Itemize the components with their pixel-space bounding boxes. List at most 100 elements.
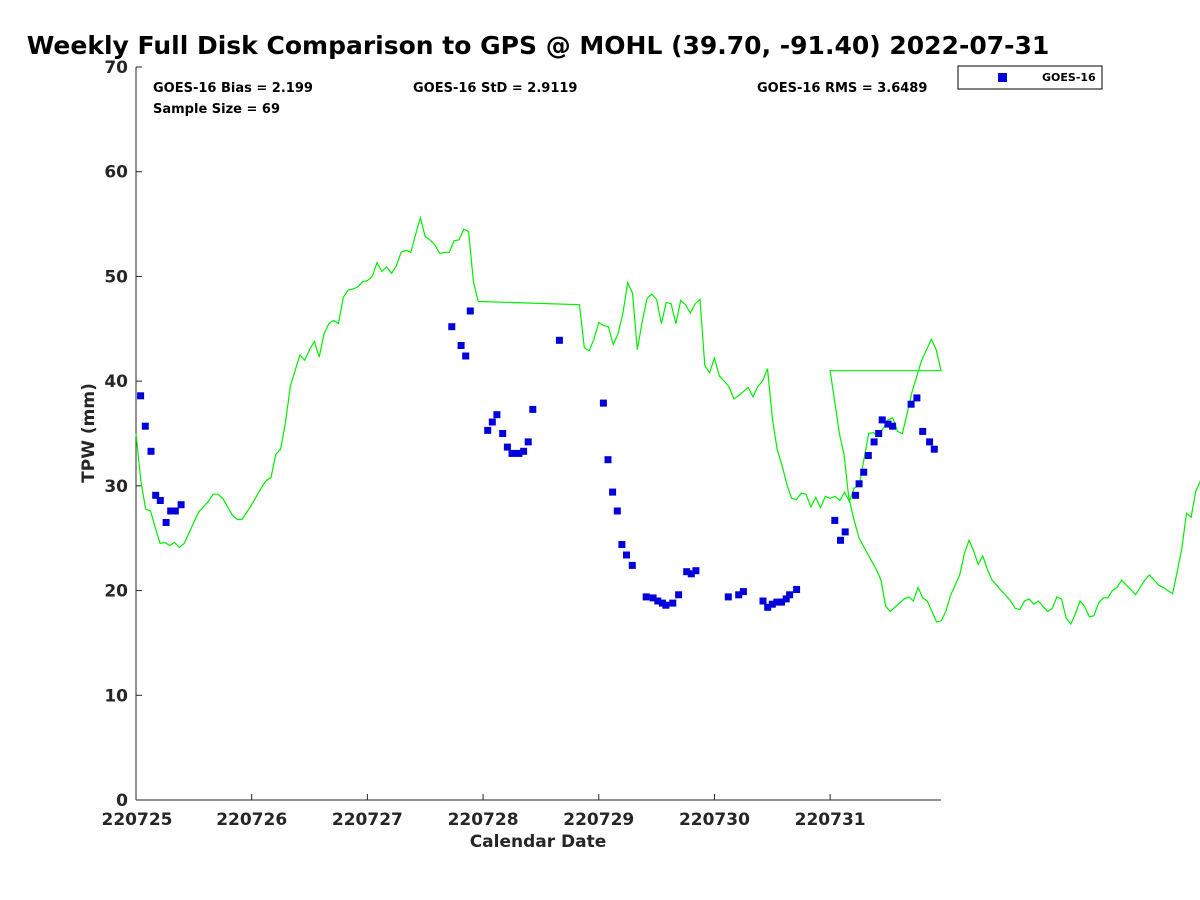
goes-16-point — [524, 438, 532, 446]
goes-16-point — [884, 420, 892, 428]
goes-16-point — [687, 570, 695, 578]
chart-title: Weekly Full Disk Comparison to GPS @ MOH… — [27, 31, 1050, 60]
goes-16-point — [724, 593, 732, 601]
goes-16-point — [529, 405, 537, 413]
goes-16-point — [773, 598, 781, 606]
goes-16-point — [864, 452, 872, 459]
goes-16-series — [137, 307, 938, 611]
goes-16-point — [162, 519, 170, 526]
x-ticks: 220725 220726 220727 220728 220729 220730 2207… — [102, 794, 866, 830]
x-tick-label: 220730 — [679, 810, 750, 830]
y-tick-label: 60 — [104, 163, 128, 183]
goes-16-point — [782, 595, 790, 603]
goes-16-point — [669, 599, 677, 607]
goes-16-point — [499, 430, 507, 437]
plot-area: 0 10 20 30 40 50 60 70 220725 220726 220727 220728… — [102, 58, 1200, 830]
goes-16-point — [147, 447, 155, 455]
goes-16-point — [167, 507, 175, 515]
goes-16-point — [786, 591, 794, 599]
rms-stat: GOES-16 RMS = 3.6489 — [757, 81, 927, 96]
goes-16-point — [156, 497, 164, 504]
goes-16-point — [599, 399, 607, 407]
legend-label-goes-16: GOES-16 — [1042, 71, 1096, 84]
goes-16-point — [609, 488, 617, 496]
x-tick-label: 220728 — [448, 810, 519, 830]
gps-line-series — [135, 215, 1200, 626]
goes-16-point — [870, 438, 878, 446]
goes-16-point — [457, 342, 465, 349]
bias-stat: GOES-16 Bias = 2.199 — [153, 81, 313, 96]
y-tick-label: 30 — [104, 477, 128, 497]
goes-16-point — [889, 422, 897, 430]
goes-16-point — [613, 507, 621, 515]
goes-16-point — [831, 516, 839, 524]
goes-16-point — [642, 593, 650, 601]
legend: GOES-16 — [957, 65, 1103, 90]
goes-16-point — [466, 307, 474, 315]
y-ticks: 0 10 20 30 40 50 60 70 — [104, 58, 142, 811]
goes-16-point — [604, 456, 612, 464]
goes-16-point — [508, 449, 516, 457]
goes-16-point — [649, 594, 657, 602]
goes-16-point — [448, 323, 456, 331]
goes-16-point — [623, 551, 630, 559]
goes-16-point — [735, 591, 743, 599]
goes-16-point — [654, 597, 662, 605]
goes-16-point — [919, 427, 927, 435]
goes-16-point — [675, 591, 683, 599]
goes-16-point — [926, 438, 934, 446]
goes-16-point — [778, 598, 785, 606]
std-stat: GOES-16 StD = 2.9119 — [413, 81, 577, 96]
y-tick-label: 50 — [104, 267, 128, 287]
goes-16-point — [860, 468, 868, 476]
goes-16-point — [171, 507, 179, 515]
goes-16-point — [913, 394, 921, 402]
goes-16-point — [152, 491, 160, 499]
x-tick-label: 220726 — [216, 810, 287, 830]
goes-16-point — [141, 422, 149, 430]
sample-size-stat: Sample Size = 69 — [153, 102, 280, 117]
goes-16-point — [555, 336, 563, 344]
y-tick-label: 70 — [104, 58, 128, 78]
goes-16-point — [692, 567, 700, 575]
goes-16-point — [628, 561, 636, 569]
goes-16-point — [488, 418, 496, 426]
y-tick-label: 40 — [104, 372, 128, 392]
goes-16-point — [759, 597, 767, 605]
legend-box — [957, 65, 1103, 90]
goes-16-point — [878, 416, 886, 424]
goes-16-point — [520, 447, 528, 455]
x-tick-label: 220727 — [332, 810, 403, 830]
goes-16-point — [739, 588, 747, 596]
goes-16-point — [137, 392, 145, 400]
legend-marker-goes-16 — [998, 73, 1007, 82]
x-tick-label: 220731 — [795, 810, 866, 830]
goes-16-point — [907, 400, 915, 408]
y-tick-label: 10 — [104, 686, 128, 706]
gps-tpw-line — [135, 215, 1200, 626]
goes-16-point — [484, 426, 492, 434]
goes-16-point — [462, 352, 470, 360]
goes-16-point — [503, 443, 511, 451]
goes-16-point — [662, 601, 670, 609]
goes-16-point — [683, 568, 691, 576]
goes-16-point — [618, 541, 626, 548]
goes-16-point — [841, 528, 849, 536]
y-tick-label: 0 — [116, 791, 128, 811]
goes-16-point — [177, 501, 185, 509]
goes-16-point — [493, 411, 501, 419]
x-tick-label: 220725 — [102, 810, 173, 830]
x-axis-label: Calendar Date — [470, 832, 607, 852]
goes-16-point — [793, 586, 801, 593]
goes-16-point — [852, 491, 860, 499]
y-tick-label: 20 — [104, 582, 128, 602]
y-axis-label: TPW (mm) — [79, 383, 99, 483]
goes-16-point — [855, 480, 863, 488]
goes-16-point — [768, 600, 776, 608]
goes-16-point — [930, 445, 938, 453]
goes-16-point — [875, 430, 883, 437]
goes-16-point — [515, 449, 523, 457]
x-tick-label: 220729 — [563, 810, 634, 830]
goes-16-point — [837, 536, 844, 544]
